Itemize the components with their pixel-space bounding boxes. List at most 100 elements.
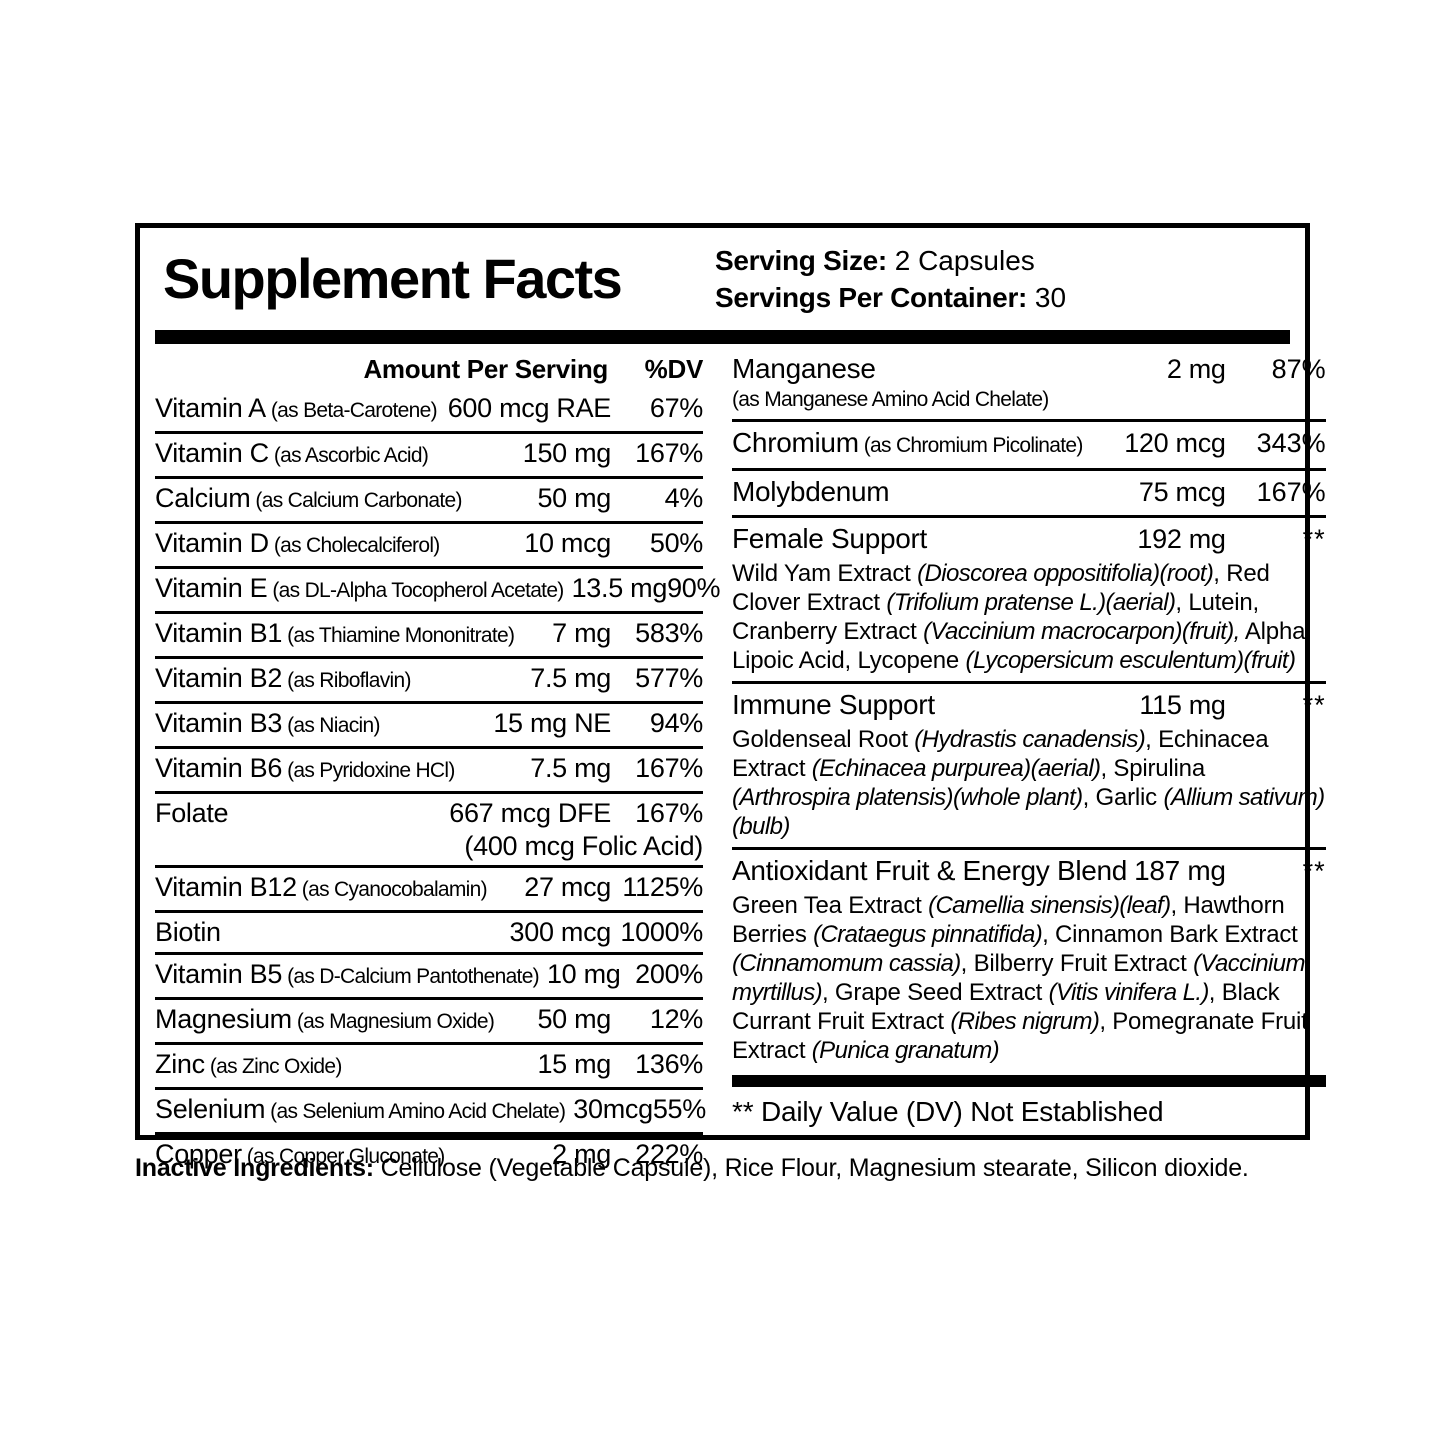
nutrient-form: (as Thiamine Mononitrate) <box>287 624 515 647</box>
nutrient-name: Antioxidant Fruit & Energy Blend <box>732 855 1128 886</box>
ingredient-name: Alpha Lipoic Acid, Lycopene <box>732 618 1306 674</box>
nutrient-name: Selenium <box>155 1094 266 1124</box>
botanical-name: (Crataegus pinnatifida) <box>813 921 1043 948</box>
nutrient-dv: 583% <box>635 618 703 648</box>
botanical-name: (Dioscorea oppositifolia)(root) <box>917 560 1214 587</box>
nutrient-row-line: Immune Support 115 mg ** <box>732 688 1326 722</box>
nutrient-amount: 27 mcg <box>524 872 611 902</box>
nutrient-row-line: Antioxidant Fruit & Energy Blend 187 mg ** <box>732 854 1326 888</box>
nutrient-name: Zinc <box>155 1049 205 1079</box>
nutrient-amount: 600 mcg RAE <box>447 393 612 423</box>
nutrient-amount: 120 mcg <box>1124 428 1226 458</box>
nutrient-form: (as Selenium Amino Acid Chelate) <box>270 1100 566 1123</box>
row-divider-rule <box>732 515 1326 518</box>
serving-info: Serving Size: 2 Capsules Servings Per Co… <box>715 234 1290 316</box>
nutrient-row-line: Vitamin E (as DL-Alpha Tocopherol Acetate… <box>155 571 721 608</box>
nutrient-amount: 2 mg <box>552 1139 611 1169</box>
nutrient-form: (as Cyanocobalamin) <box>301 878 488 901</box>
nutrient-name: Immune Support <box>732 689 935 720</box>
nutrient-amount: 7.5 mg <box>530 663 611 693</box>
nutrient-name: Vitamin E <box>155 573 268 603</box>
nutrient-dv: ** <box>1302 856 1326 886</box>
nutrient-row-line: Vitamin B5 (as D-Calcium Pantothenate) 10 … <box>155 957 703 994</box>
blend-ingredients: Green Tea Extract (Camellia sinensis)(le… <box>732 891 1326 1065</box>
nutrient-amount: 115 mg <box>1139 690 1226 720</box>
panel-header: Supplement Facts Serving Size: 2 Capsule… <box>155 234 1290 326</box>
nutrient-form: (as Cholecalciferol) <box>273 534 440 557</box>
row-divider-rule <box>732 847 1326 850</box>
nutrient-name: Vitamin B12 <box>155 872 297 902</box>
nutrient-name: Vitamin A <box>155 393 266 423</box>
nutrient-form: (as Magnesium Oxide) <box>296 1010 495 1033</box>
nutrient-row-line: Female Support 192 mg ** <box>732 522 1326 556</box>
nutrient-row: Copper (as Copper Gluconate) 2 mg 222% <box>155 1135 703 1177</box>
nutrient-row-line: Calcium (as Calcium Carbonate) 50 mg 4% <box>155 481 703 518</box>
blend-ingredients: Goldenseal Root (Hydrastis canadensis), … <box>732 725 1326 841</box>
nutrient-row-line: Biotin 300 mcg 1000% <box>155 915 703 949</box>
nutrient-form-secondary: (as Manganese Amino Acid Chelate) <box>732 388 1049 411</box>
nutrient-form: (as Niacin) <box>287 714 380 737</box>
amount-per-serving-header: Amount Per Serving <box>363 354 608 384</box>
nutrient-row: Selenium (as Selenium Amino Acid Chelate)… <box>155 1090 706 1135</box>
nutrient-dv: 12% <box>649 1004 703 1034</box>
nutrient-dv: 136% <box>635 1049 703 1079</box>
nutrient-row: Antioxidant Fruit & Energy Blend 187 mg **… <box>732 852 1326 1067</box>
nutrient-form: (as Beta-Carotene) <box>270 399 438 422</box>
botanical-name: (Hydrastis canadensis) <box>914 726 1146 753</box>
ingredient-name: Wild Yam Extract <box>732 560 918 587</box>
ingredient-name: , Cinnamon Bark Extract <box>1042 921 1298 948</box>
nutrient-dv: 55% <box>652 1094 706 1124</box>
nutrient-row: Calcium (as Calcium Carbonate) 50 mg 4% <box>155 479 703 524</box>
nutrient-amount: 15 mg <box>537 1049 611 1079</box>
nutrient-form: (as Calcium Carbonate) <box>255 489 462 512</box>
nutrient-row-line: Vitamin B1 (as Thiamine Mononitrate) 7 mg 5… <box>155 616 703 653</box>
nutrient-row-line: Vitamin A (as Beta-Carotene) 600 mcg RAE 67… <box>155 391 703 428</box>
ingredient-name: , Bilberry Fruit Extract <box>960 950 1194 977</box>
nutrient-dv: 577% <box>635 663 703 693</box>
nutrient-name: Vitamin B3 <box>155 708 283 738</box>
nutrient-row: Magnesium (as Magnesium Oxide) 50 mg 12% <box>155 1000 703 1045</box>
right-column: Manganese 2 mg 87% (as Manganese Amino Acid… <box>732 350 1326 1135</box>
ingredient-name: , Spirulina <box>1100 755 1205 782</box>
botanical-name: (Vitis vinifera L.) <box>1048 979 1210 1006</box>
blend-ingredients: Wild Yam Extract (Dioscorea oppositifoli… <box>732 559 1326 675</box>
botanical-name: (Echinacea purpurea)(aerial) <box>811 755 1101 782</box>
nutrient-rows-left: Vitamin A (as Beta-Carotene) 600 mcg RAE 67… <box>155 389 721 1177</box>
nutrient-amount: 50 mg <box>537 1004 611 1034</box>
inactive-ingredients-label: Inactive Ingredients: <box>135 1154 374 1182</box>
nutrient-form: (as D-Calcium Pantothenate) <box>287 965 540 988</box>
nutrient-row: Folate 667 mcg DFE 167% (400 mcg Folic Acid… <box>155 794 703 868</box>
nutrient-dv: 87% <box>1271 354 1326 384</box>
nutrient-name: Vitamin B1 <box>155 618 283 648</box>
ingredient-name: , Pomegranate Fruit Extract <box>732 1008 1308 1064</box>
nutrient-name: Molybdenum <box>732 476 890 507</box>
daily-value-footnote: ** Daily Value (DV) Not Established <box>732 1096 1164 1127</box>
nutrient-row-line: Copper (as Copper Gluconate) 2 mg 222% <box>155 1137 703 1174</box>
nutrient-row: Biotin 300 mcg 1000% <box>155 913 703 955</box>
nutrient-form: (as Copper Gluconate) <box>246 1145 445 1168</box>
panel-title: Supplement Facts <box>163 247 623 310</box>
nutrient-amount-secondary: (400 mcg Folic Acid) <box>464 831 703 861</box>
botanical-name: (Punica granatum) <box>811 1037 1000 1064</box>
nutrient-form: (as Chromium Picolinate) <box>863 434 1084 457</box>
nutrient-row: Zinc (as Zinc Oxide) 15 mg 136% <box>155 1045 703 1090</box>
ingredient-name: Goldenseal Root <box>732 726 915 753</box>
nutrient-row-line: Molybdenum 75 mcg 167% <box>732 475 1326 509</box>
nutrient-dv: 167% <box>1256 477 1326 507</box>
nutrient-name: Vitamin B2 <box>155 663 283 693</box>
nutrient-row: Female Support 192 mg ** Wild Yam Extract (… <box>732 520 1326 677</box>
servings-per-container-line: Servings Per Container: 30 <box>715 279 1290 316</box>
nutrient-row-line: Folate 667 mcg DFE 167% <box>155 796 703 830</box>
botanical-name: (Camellia sinensis)(leaf) <box>928 892 1171 919</box>
footnote-block: ** Daily Value (DV) Not Established <box>732 1075 1326 1135</box>
nutrient-name: Calcium <box>155 483 251 513</box>
ingredient-name: , Black Currant Fruit Extract <box>732 979 1280 1035</box>
nutrient-name: Vitamin B6 <box>155 753 283 783</box>
nutrient-name: Magnesium <box>155 1004 292 1034</box>
servings-per-container-value: 30 <box>1027 282 1067 313</box>
inactive-ingredients-text: Cellulose (Vegetable Capsule), Rice Flou… <box>373 1154 1249 1182</box>
nutrient-amount: 15 mg NE <box>493 708 611 738</box>
nutrient-row: Vitamin B12 (as Cyanocobalamin) 27 mcg 1125… <box>155 868 703 913</box>
botanical-name: (Ribes nigrum) <box>950 1008 1100 1035</box>
nutrient-row: Vitamin A (as Beta-Carotene) 600 mcg RAE 67… <box>155 389 703 434</box>
